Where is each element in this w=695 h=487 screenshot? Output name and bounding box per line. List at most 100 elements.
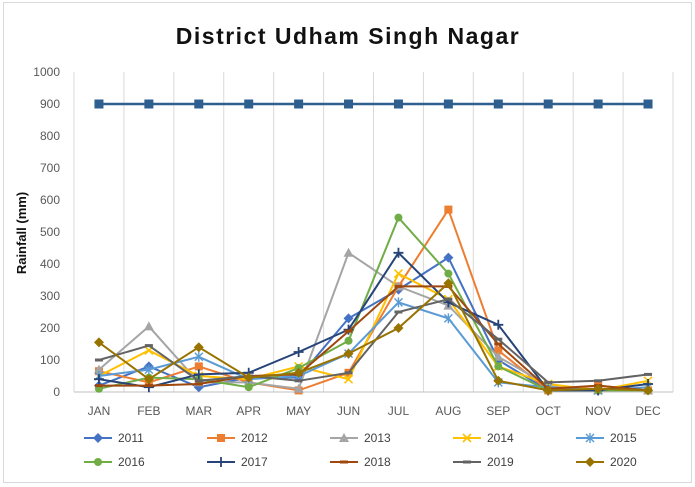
- data-point: [444, 269, 453, 278]
- data-point: [443, 99, 453, 109]
- data-point: [344, 99, 354, 109]
- x-tick-label: JUL: [388, 404, 410, 418]
- y-tick-label: 400: [40, 257, 60, 271]
- y-axis-label: Rainfall (mm): [14, 192, 29, 274]
- data-point: [244, 383, 253, 392]
- data-point: [494, 346, 503, 355]
- series-line: [98, 285, 649, 392]
- data-point: [193, 369, 204, 380]
- data-point: [143, 374, 154, 385]
- series-2019: [94, 297, 653, 384]
- data-point: [293, 347, 304, 357]
- legend-label: 2013: [364, 431, 391, 445]
- data-point: [643, 99, 653, 109]
- data-point: [393, 269, 404, 279]
- legend-marker: [339, 433, 349, 442]
- legend-marker: [340, 460, 348, 464]
- legend-entry: 2017: [207, 455, 268, 469]
- legend-marker: [463, 460, 471, 464]
- data-point: [443, 313, 453, 324]
- data-point: [443, 278, 454, 289]
- data-point: [494, 342, 503, 346]
- series-reference-line: [94, 99, 653, 109]
- legend-entry: 2020: [576, 455, 637, 469]
- data-point: [594, 379, 603, 383]
- legend-marker: [217, 434, 225, 442]
- data-point: [194, 99, 204, 109]
- y-tick-label: 100: [40, 353, 60, 367]
- legend-label: 2015: [610, 431, 637, 445]
- data-point: [93, 364, 104, 374]
- data-point: [293, 367, 304, 378]
- data-point: [144, 384, 153, 388]
- y-tick-label: 900: [40, 97, 60, 111]
- series-2020: [93, 278, 654, 396]
- x-tick-label: NOV: [585, 404, 611, 418]
- rainfall-line-chart: District Udham Singh Nagar Rainfall (mm)…: [14, 23, 674, 469]
- data-point: [144, 99, 154, 109]
- data-point: [344, 329, 353, 333]
- legend-marker: [585, 457, 595, 467]
- data-point: [344, 371, 353, 375]
- y-tick-label: 0: [53, 385, 60, 399]
- data-point: [593, 383, 604, 394]
- data-point: [444, 297, 453, 301]
- data-point: [94, 99, 104, 109]
- chart-frame: District Udham Singh Nagar Rainfall (mm)…: [3, 2, 692, 483]
- data-point: [343, 313, 354, 324]
- legend-marker: [585, 433, 595, 443]
- data-point: [193, 342, 204, 353]
- legend-label: 2014: [487, 431, 514, 445]
- x-tick-label: AUG: [435, 404, 461, 418]
- data-point: [144, 344, 153, 348]
- data-point: [343, 374, 354, 384]
- data-point: [593, 99, 603, 109]
- x-tick-label: FEB: [137, 404, 160, 418]
- gridlines: [73, 72, 674, 392]
- legend-entry: 2016: [84, 455, 145, 469]
- data-point: [493, 351, 504, 361]
- legend-label: 2016: [118, 455, 145, 469]
- series-line: [98, 298, 649, 384]
- x-tick-label: DEC: [635, 404, 661, 418]
- x-tick-label: JUN: [337, 404, 360, 418]
- x-tick-label: MAR: [185, 404, 212, 418]
- y-tick-label: 300: [40, 289, 60, 303]
- data-point: [143, 321, 154, 331]
- legend-label: 2020: [610, 455, 637, 469]
- data-point: [643, 385, 654, 396]
- data-point: [194, 351, 204, 362]
- data-point: [94, 384, 103, 388]
- data-point: [544, 380, 553, 384]
- data-point: [494, 362, 503, 371]
- data-point: [644, 372, 653, 376]
- data-point: [543, 99, 553, 109]
- legend-label: 2011: [118, 431, 144, 445]
- data-point: [393, 297, 403, 308]
- legend-entry: 2015: [576, 431, 637, 445]
- data-point: [194, 379, 203, 383]
- data-point: [344, 336, 353, 345]
- legend-marker: [94, 458, 102, 466]
- legend-label: 2019: [487, 455, 514, 469]
- series-lines: [93, 99, 654, 396]
- y-tick-label: 500: [40, 225, 60, 239]
- y-tick-label: 600: [40, 193, 60, 207]
- legend-entry: 2012: [207, 431, 268, 445]
- data-point: [144, 364, 154, 375]
- data-point: [493, 319, 504, 330]
- legend-marker: [462, 433, 472, 443]
- x-tick-label: MAY: [286, 404, 311, 418]
- data-point: [243, 372, 254, 383]
- y-tick-label: 800: [40, 129, 60, 143]
- data-point: [543, 385, 554, 396]
- data-point: [443, 252, 454, 263]
- data-point: [444, 205, 453, 214]
- legend-marker: [216, 457, 226, 467]
- data-point: [343, 324, 354, 335]
- legend-label: 2017: [241, 455, 268, 469]
- legend-entry: 2014: [453, 431, 514, 445]
- legend: 2011 2012 2013 2014 2015 2016 2017 2018 2019 2020: [84, 431, 637, 469]
- y-tick-label: 700: [40, 161, 60, 175]
- x-tick-label: SEP: [486, 404, 510, 418]
